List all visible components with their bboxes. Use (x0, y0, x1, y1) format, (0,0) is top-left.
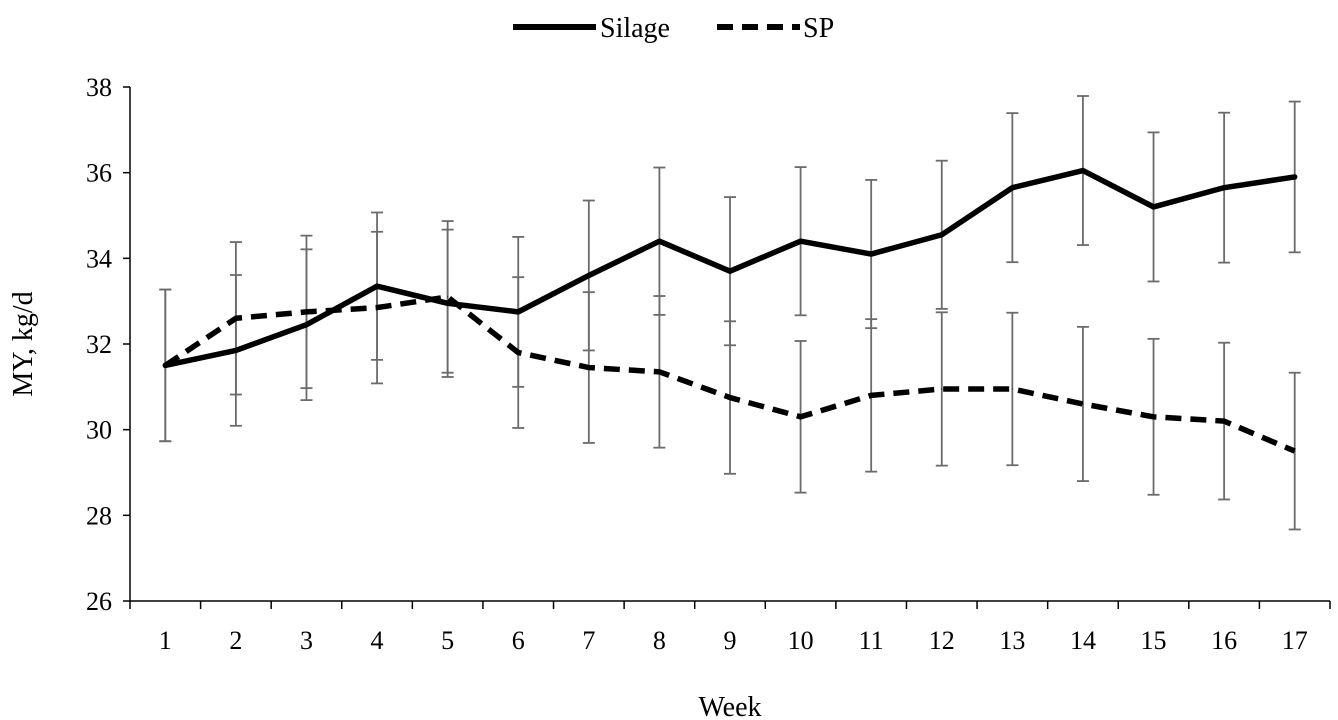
x-tick-label: 8 (653, 626, 666, 655)
y-tick-label: 28 (86, 501, 112, 530)
y-tick-label: 26 (86, 587, 112, 616)
data-point-sp (941, 388, 943, 390)
data-point-silage (235, 349, 237, 351)
x-tick-label: 17 (1282, 626, 1308, 655)
data-point-silage (941, 234, 943, 236)
data-point-silage (800, 240, 802, 242)
x-tick-label: 3 (300, 626, 313, 655)
x-tick-label: 1 (159, 626, 172, 655)
data-point-silage (729, 270, 731, 272)
y-tick-label: 38 (86, 73, 112, 102)
data-point-sp (870, 394, 872, 396)
data-point-sp (376, 307, 378, 309)
legend: Silage SP (513, 13, 834, 44)
y-tick-label: 30 (86, 416, 112, 445)
data-point-silage (1153, 206, 1155, 208)
y-tick-label: 32 (86, 330, 112, 359)
data-point-silage (305, 324, 307, 326)
x-tick-label: 6 (512, 626, 525, 655)
data-point-sp (1294, 450, 1296, 452)
legend-label: SP (803, 13, 834, 44)
x-tick-label: 9 (724, 626, 737, 655)
x-tick-label: 15 (1141, 626, 1167, 655)
data-point-sp (517, 352, 519, 354)
data-point-silage (588, 274, 590, 276)
data-point-sp (164, 364, 166, 366)
legend-label: Silage (600, 13, 670, 44)
series-lines (162, 167, 1298, 454)
x-tick-label: 11 (859, 626, 884, 655)
data-point-silage (517, 311, 519, 313)
y-tick-label: 34 (86, 244, 112, 273)
data-point-silage (376, 285, 378, 287)
data-point-sp (447, 296, 449, 298)
data-point-silage (1011, 187, 1013, 189)
x-tick-label: 16 (1211, 626, 1237, 655)
data-point-sp (1011, 388, 1013, 390)
x-tick-label: 2 (229, 626, 242, 655)
data-point-sp (1153, 416, 1155, 418)
data-point-sp (235, 317, 237, 319)
data-point-sp (588, 367, 590, 369)
x-tick-label: 13 (999, 626, 1025, 655)
data-point-sp (658, 371, 660, 373)
y-axis-title: MY, kg/d (8, 291, 39, 396)
x-tick-label: 7 (582, 626, 595, 655)
data-point-silage (1223, 187, 1225, 189)
x-tick-label: 5 (441, 626, 454, 655)
data-point-silage (1082, 170, 1084, 172)
data-point-sp (729, 397, 731, 399)
data-point-silage (1294, 176, 1296, 178)
data-point-silage (447, 302, 449, 304)
y-tick-label: 36 (86, 159, 112, 188)
x-tick-label: 12 (929, 626, 955, 655)
data-point-sp (800, 416, 802, 418)
x-axis-title: Week (698, 692, 761, 720)
data-point-silage (870, 253, 872, 255)
data-point-silage (658, 240, 660, 242)
data-point-sp (1223, 420, 1225, 422)
x-tick-label: 14 (1070, 626, 1096, 655)
x-tick-label: 4 (371, 626, 384, 655)
data-point-sp (305, 311, 307, 313)
data-point-sp (1082, 403, 1084, 405)
x-tick-label: 10 (788, 626, 814, 655)
